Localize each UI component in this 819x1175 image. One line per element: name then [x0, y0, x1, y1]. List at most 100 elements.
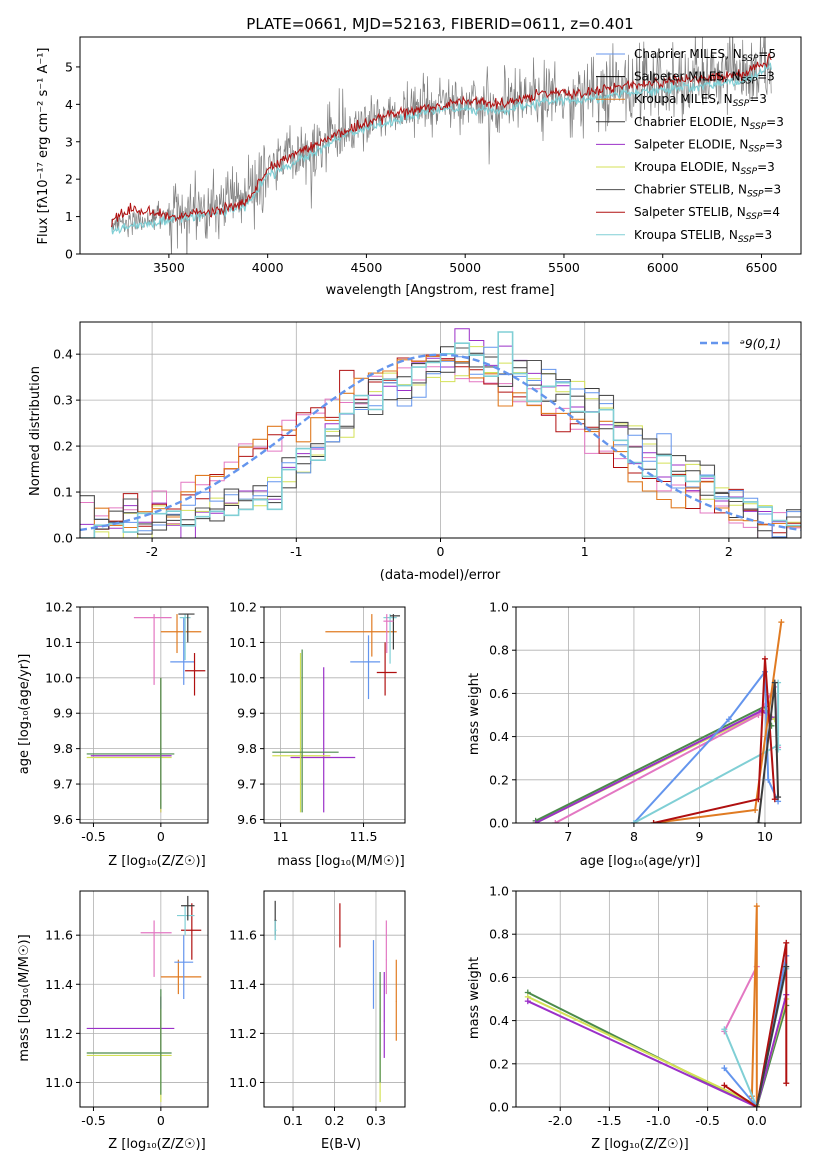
legend-sub: SSP [741, 77, 758, 87]
plot-area [111, 37, 772, 254]
y-tick-label: 5 [65, 59, 73, 74]
y-tick-label: 0.8 [489, 927, 509, 942]
y-tick-label: 0.4 [489, 729, 509, 744]
x-tick-label: 4000 [252, 260, 284, 275]
legend-value: =3 [749, 92, 767, 106]
legend-name: Chabrier STELIB, N [634, 183, 747, 197]
grid [264, 891, 405, 1107]
legend-sub: SSP [747, 190, 764, 200]
y-tick-label: 9.8 [237, 741, 257, 756]
legend-value: =5 [758, 47, 776, 61]
histogram-step [80, 346, 801, 538]
age-vs-mass-panel: 11 11.5 9.6 9.7 9.8 9.9 10.0 10.1 10.2 [229, 600, 406, 844]
legend-sub: SSP [742, 54, 759, 64]
mass-weight-vs-z-panel: -2.0 -1.5 -1.0 -0.5 0.0 0.0 0.2 0.4 0.6 0.8 1.0 [489, 884, 802, 1128]
x-tick-label: 0.2 [325, 1113, 345, 1128]
y-tick-label: 11.2 [45, 1026, 73, 1041]
x-tick-label: 1 [581, 544, 589, 559]
legend-name: Chabrier MILES, N [634, 47, 742, 61]
y-tick-label: 1.0 [489, 884, 509, 899]
y-tick-label: 10.2 [229, 600, 257, 615]
mass-z-ylabel: mass [log₁₀(M/M☉)] [17, 934, 32, 1061]
legend-name: Salpeter ELODIE, N [634, 137, 748, 151]
x-tick-label: 0.0 [747, 1113, 767, 1128]
grid [516, 890, 801, 1108]
axes-frame [79, 321, 802, 539]
y-tick-label: 9.7 [53, 777, 73, 792]
legend-value: =3 [766, 115, 784, 129]
x-tick-label: 4500 [351, 260, 383, 275]
salpeter-stelib-model-line [111, 52, 772, 228]
x-tick-label: 11 [273, 829, 289, 844]
axes-frame [79, 36, 802, 255]
y-tick-label: 9.9 [53, 706, 73, 721]
x-tick-label: -0.5 [695, 1113, 719, 1128]
mass-weight-z-line [723, 955, 788, 1107]
mass-weight-z-line [527, 991, 788, 1107]
legend-value: =3 [757, 160, 775, 174]
mass-weight-vs-age-panel: 7 8 9 10 0.0 0.2 0.4 0.6 0.8 1.0 [489, 600, 802, 844]
histogram-step [80, 346, 801, 538]
x-tick-label: 7 [564, 829, 572, 844]
x-tick-label: 3500 [153, 260, 185, 275]
plot-area [532, 619, 785, 823]
histogram-ylabel: Normed distribution [28, 366, 43, 496]
grid [80, 606, 208, 823]
x-tick-label: 0.1 [283, 1113, 303, 1128]
mass-weight-age-line [633, 682, 780, 823]
legend-label: Salpeter ELODIE, NSSP=3 [634, 137, 783, 154]
y-tick-label: 9.9 [237, 706, 257, 721]
x-tick-label: 11.5 [350, 829, 378, 844]
y-tick-label: 0.0 [489, 1100, 509, 1115]
legend-sub: SSP [738, 235, 755, 245]
plot-area [524, 903, 790, 1107]
legend-label: Chabrier STELIB, NSSP=3 [634, 183, 781, 200]
x-tick-label: 0.3 [366, 1113, 386, 1128]
legend-sub: SSP [741, 167, 758, 177]
y-tick-label: 11.6 [229, 928, 257, 943]
y-tick-label: 9.6 [237, 812, 257, 827]
legend-label: Kroupa MILES, NSSP=3 [634, 92, 767, 109]
x-tick-label: -2.0 [548, 1113, 572, 1128]
x-tick-label: 9 [695, 829, 703, 844]
y-tick-label: 1.0 [489, 600, 509, 615]
legend-sub: SSP [750, 122, 767, 132]
y-tick-label: 11.0 [229, 1075, 257, 1090]
y-tick-label: 0 [65, 247, 73, 262]
axes-frame [263, 606, 406, 824]
x-tick-label: 0 [157, 829, 165, 844]
axes-frame [79, 890, 209, 1108]
axes-frame [515, 890, 802, 1108]
legend-value: =3 [765, 137, 783, 151]
histogram-xlabel: (data-model)/error [380, 568, 501, 583]
y-tick-label: 0.2 [53, 439, 73, 454]
mass-ebv-xlabel: E(B-V) [321, 1137, 361, 1152]
y-tick-label: 0.3 [53, 393, 73, 408]
x-tick-label: 0 [437, 544, 445, 559]
x-tick-label: 0 [157, 1113, 165, 1128]
y-tick-label: 0.2 [489, 772, 509, 787]
legend-name: Chabrier ELODIE, N [634, 115, 750, 129]
x-tick-label: -2 [146, 544, 158, 559]
legend-label: Salpeter STELIB, NSSP=4 [634, 205, 780, 222]
y-tick-label: 9.6 [53, 812, 73, 827]
legend-sub: SSP [746, 212, 763, 222]
y-tick-label: 0.8 [489, 643, 509, 658]
axes-frame [79, 606, 209, 824]
mass-z-xlabel: Z [log₁₀(Z/Z☉)] [108, 1137, 205, 1152]
y-tick-label: 0.4 [489, 1013, 509, 1028]
spectrum-ylabel: Flux [fλ10⁻¹⁷ erg cm⁻² s⁻¹ A⁻¹] [36, 48, 51, 245]
legend-name: Kroupa STELIB, N [634, 228, 738, 242]
y-tick-label: 0.0 [489, 816, 509, 831]
x-tick-label: 6500 [746, 260, 778, 275]
y-tick-label: 9.7 [237, 777, 257, 792]
age-z-ylabel: age [log₁₀(age/yr)] [17, 654, 32, 775]
y-tick-label: 10.2 [45, 600, 73, 615]
mass-weight-z-line [527, 994, 788, 1107]
grid [80, 891, 208, 1107]
y-tick-label: 11.4 [45, 977, 73, 992]
weight-age-xlabel: age [log₁₀(age/yr)] [580, 854, 701, 869]
legend-name: Kroupa ELODIE, N [634, 160, 741, 174]
